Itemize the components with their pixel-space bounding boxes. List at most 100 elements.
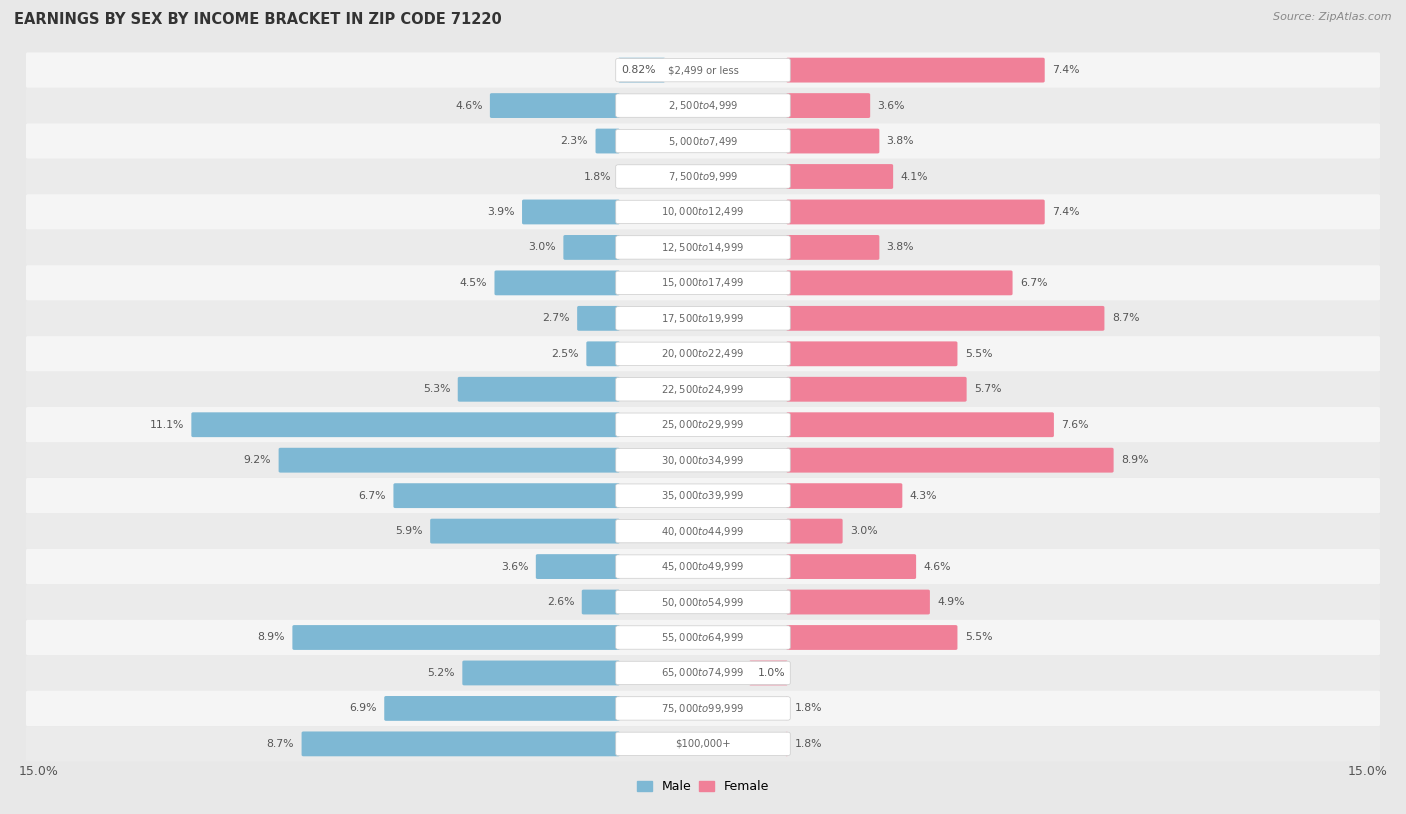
Text: 4.5%: 4.5%	[460, 278, 486, 288]
FancyBboxPatch shape	[536, 554, 620, 579]
FancyBboxPatch shape	[489, 93, 620, 118]
FancyBboxPatch shape	[430, 519, 620, 544]
Text: 5.2%: 5.2%	[427, 668, 456, 678]
Text: 8.7%: 8.7%	[267, 739, 294, 749]
FancyBboxPatch shape	[619, 164, 620, 189]
FancyBboxPatch shape	[25, 52, 1381, 88]
FancyBboxPatch shape	[564, 235, 620, 260]
FancyBboxPatch shape	[786, 93, 870, 118]
FancyBboxPatch shape	[616, 732, 790, 755]
FancyBboxPatch shape	[25, 123, 1381, 159]
Text: 1.0%: 1.0%	[758, 668, 786, 678]
FancyBboxPatch shape	[616, 484, 790, 507]
FancyBboxPatch shape	[25, 584, 1381, 619]
FancyBboxPatch shape	[495, 270, 620, 295]
FancyBboxPatch shape	[616, 519, 790, 543]
FancyBboxPatch shape	[25, 407, 1381, 443]
FancyBboxPatch shape	[616, 555, 790, 578]
FancyBboxPatch shape	[616, 378, 790, 401]
Text: 8.9%: 8.9%	[257, 632, 285, 642]
FancyBboxPatch shape	[616, 307, 790, 330]
Text: 5.3%: 5.3%	[423, 384, 450, 394]
FancyBboxPatch shape	[301, 732, 620, 756]
FancyBboxPatch shape	[786, 484, 903, 508]
Text: 1.8%: 1.8%	[583, 172, 612, 182]
FancyBboxPatch shape	[616, 697, 790, 720]
FancyBboxPatch shape	[616, 661, 790, 685]
Text: 2.5%: 2.5%	[551, 349, 579, 359]
FancyBboxPatch shape	[786, 199, 1045, 225]
Text: 3.0%: 3.0%	[851, 526, 877, 536]
FancyBboxPatch shape	[786, 341, 957, 366]
FancyBboxPatch shape	[616, 236, 790, 259]
Text: 1.8%: 1.8%	[794, 703, 823, 713]
Text: $45,000 to $49,999: $45,000 to $49,999	[661, 560, 745, 573]
Text: 3.8%: 3.8%	[887, 136, 914, 146]
FancyBboxPatch shape	[786, 554, 917, 579]
FancyBboxPatch shape	[576, 306, 620, 330]
Text: 7.6%: 7.6%	[1062, 420, 1088, 430]
Text: 5.5%: 5.5%	[965, 349, 993, 359]
Text: $15,000 to $17,499: $15,000 to $17,499	[661, 277, 745, 290]
Text: 3.6%: 3.6%	[501, 562, 529, 571]
Text: $5,000 to $7,499: $5,000 to $7,499	[668, 134, 738, 147]
FancyBboxPatch shape	[616, 342, 790, 365]
Text: 15.0%: 15.0%	[18, 765, 59, 778]
FancyBboxPatch shape	[394, 484, 620, 508]
FancyBboxPatch shape	[25, 336, 1381, 371]
FancyBboxPatch shape	[749, 660, 787, 685]
Text: $25,000 to $29,999: $25,000 to $29,999	[661, 418, 745, 431]
FancyBboxPatch shape	[278, 448, 620, 473]
FancyBboxPatch shape	[616, 413, 790, 436]
Text: 9.2%: 9.2%	[243, 455, 271, 465]
FancyBboxPatch shape	[582, 589, 620, 615]
FancyBboxPatch shape	[384, 696, 620, 721]
Text: 8.7%: 8.7%	[1112, 313, 1139, 323]
FancyBboxPatch shape	[586, 341, 620, 366]
Text: $40,000 to $44,999: $40,000 to $44,999	[661, 524, 745, 537]
FancyBboxPatch shape	[786, 413, 1054, 437]
FancyBboxPatch shape	[25, 478, 1381, 514]
Text: $65,000 to $74,999: $65,000 to $74,999	[661, 667, 745, 680]
Text: Source: ZipAtlas.com: Source: ZipAtlas.com	[1274, 12, 1392, 22]
Text: 3.8%: 3.8%	[887, 243, 914, 252]
FancyBboxPatch shape	[25, 514, 1381, 549]
Text: $17,500 to $19,999: $17,500 to $19,999	[661, 312, 745, 325]
Text: 6.7%: 6.7%	[359, 491, 387, 501]
Text: $10,000 to $12,499: $10,000 to $12,499	[661, 205, 745, 218]
FancyBboxPatch shape	[786, 235, 879, 260]
Text: $35,000 to $39,999: $35,000 to $39,999	[661, 489, 745, 502]
FancyBboxPatch shape	[616, 129, 790, 153]
Text: 15.0%: 15.0%	[1347, 765, 1388, 778]
FancyBboxPatch shape	[616, 59, 790, 82]
Text: 5.7%: 5.7%	[974, 384, 1001, 394]
Text: 4.6%: 4.6%	[924, 562, 950, 571]
Text: $55,000 to $64,999: $55,000 to $64,999	[661, 631, 745, 644]
FancyBboxPatch shape	[616, 271, 790, 295]
Text: $30,000 to $34,999: $30,000 to $34,999	[661, 453, 745, 466]
Text: 3.6%: 3.6%	[877, 101, 905, 111]
FancyBboxPatch shape	[25, 159, 1381, 195]
Text: 0.82%: 0.82%	[621, 65, 657, 75]
FancyBboxPatch shape	[786, 164, 893, 189]
Text: 3.0%: 3.0%	[529, 243, 555, 252]
FancyBboxPatch shape	[25, 443, 1381, 478]
Text: $75,000 to $99,999: $75,000 to $99,999	[661, 702, 745, 715]
FancyBboxPatch shape	[292, 625, 620, 650]
FancyBboxPatch shape	[616, 94, 790, 117]
FancyBboxPatch shape	[25, 265, 1381, 300]
Text: 2.3%: 2.3%	[561, 136, 588, 146]
Text: $2,499 or less: $2,499 or less	[668, 65, 738, 75]
Text: 5.9%: 5.9%	[395, 526, 423, 536]
FancyBboxPatch shape	[25, 549, 1381, 584]
Legend: Male, Female: Male, Female	[631, 775, 775, 799]
FancyBboxPatch shape	[786, 519, 842, 544]
FancyBboxPatch shape	[786, 129, 879, 154]
Text: $50,000 to $54,999: $50,000 to $54,999	[661, 596, 745, 609]
FancyBboxPatch shape	[616, 590, 790, 614]
Text: $7,500 to $9,999: $7,500 to $9,999	[668, 170, 738, 183]
FancyBboxPatch shape	[786, 732, 787, 756]
Text: 2.7%: 2.7%	[543, 313, 569, 323]
Text: 4.9%: 4.9%	[938, 597, 965, 607]
Text: 4.6%: 4.6%	[456, 101, 482, 111]
